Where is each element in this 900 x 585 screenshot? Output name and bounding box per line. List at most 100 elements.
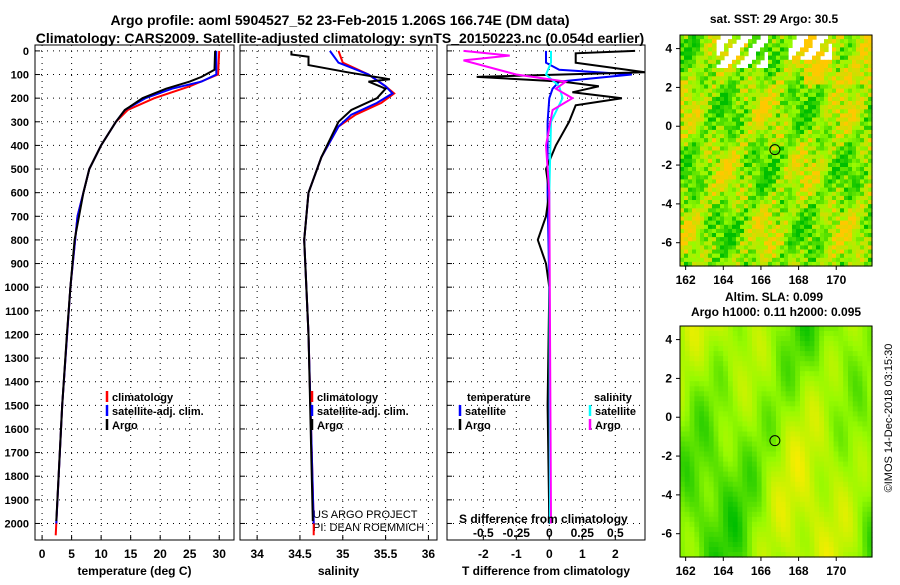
heatmap-cell (744, 179, 749, 185)
heatmap-cell (696, 204, 701, 209)
heatmap-cell (699, 361, 705, 367)
heatmap-cell (737, 481, 743, 488)
heatmap-cell (844, 200, 849, 205)
heatmap-cell (696, 179, 701, 185)
heatmap-cell (772, 175, 777, 180)
heatmap-cell (756, 134, 761, 139)
heatmap-cell (864, 162, 869, 168)
heatmap-cell (761, 381, 767, 387)
heatmap-cell (704, 516, 710, 523)
heatmap-cell (828, 204, 833, 209)
heatmap-cell (808, 233, 813, 238)
heatmap-cell (800, 491, 806, 498)
heatmap-cell (684, 68, 689, 73)
heatmap-cell (747, 547, 753, 553)
heatmap-cell (795, 326, 801, 332)
heatmap-cell (828, 336, 835, 342)
heatmap-cell (728, 175, 733, 180)
heatmap-cell (790, 526, 796, 533)
heatmap-cell (856, 171, 861, 176)
heatmap-cell (852, 212, 857, 218)
heatmap-cell (742, 521, 748, 528)
heatmap-cell (788, 179, 793, 185)
heatmap-cell (804, 109, 809, 114)
heatmap-cell (843, 526, 849, 533)
heatmap-cell (790, 441, 796, 448)
heatmap-cell (748, 191, 753, 197)
heatmap-cell (747, 506, 753, 513)
heatmap-cell (688, 113, 693, 119)
heatmap-cell (680, 204, 685, 209)
heatmap-cell (856, 125, 861, 131)
heatmap-cell (820, 249, 825, 255)
heatmap-cell (708, 171, 713, 176)
heatmap-cell (684, 146, 689, 152)
heatmap-cell (768, 154, 773, 160)
heatmap-cell (712, 253, 717, 259)
heatmap-cell (838, 476, 844, 483)
heatmap-cell (776, 326, 782, 332)
heatmap-cell (816, 257, 821, 263)
heatmap-cell (699, 411, 705, 417)
heatmap-cell (856, 96, 861, 102)
heatmap-cell (713, 486, 719, 493)
heatmap-cell (820, 146, 825, 152)
heatmap-cell (689, 351, 695, 357)
heatmap-cell (852, 396, 859, 402)
heatmap-cell (688, 101, 693, 106)
heatmap-cell (780, 526, 787, 533)
heatmap-cell (864, 138, 869, 143)
heatmap-cell (704, 191, 709, 197)
heatmap-cell (792, 187, 797, 193)
heatmap-cell (696, 51, 701, 57)
heatmap-cell (808, 241, 813, 246)
heatmap-cell (696, 84, 701, 90)
heatmap-cell (824, 80, 829, 86)
heatmap-cell (712, 228, 717, 234)
heatmap-cell (868, 195, 873, 201)
heatmap-cell (700, 105, 705, 110)
heatmap-cell (844, 68, 849, 73)
heatmap-cell (828, 376, 835, 382)
heatmap-cell (804, 461, 811, 468)
heatmap-cell (688, 138, 693, 143)
heatmap-cell (766, 356, 772, 362)
heatmap-cell (766, 386, 772, 392)
heatmap-cell (785, 376, 791, 382)
heatmap-cell (819, 491, 825, 498)
heatmap-cell (868, 261, 873, 267)
heatmap-cell (720, 92, 725, 98)
heatmap-cell (856, 92, 861, 98)
heatmap-cell (824, 541, 830, 548)
heatmap-cell (737, 426, 743, 432)
heatmap-cell (760, 228, 765, 234)
heatmap-cell (732, 228, 737, 234)
heatmap-cell (713, 336, 719, 342)
heatmap-cell (796, 96, 801, 102)
heatmap-cell (864, 150, 869, 156)
heatmap-cell (760, 204, 765, 209)
heatmap-cell (844, 195, 849, 201)
depth-tick-label: 1800 (5, 471, 29, 483)
heatmap-cell (732, 171, 737, 176)
heatmap-cell (736, 68, 741, 73)
heatmap-cell (720, 146, 725, 152)
heatmap-cell (800, 51, 805, 57)
heatmap-cell (752, 208, 757, 213)
heatmap-cell (808, 121, 813, 127)
heatmap-cell (808, 142, 813, 147)
heatmap-cell (784, 257, 789, 263)
heatmap-cell (868, 162, 873, 168)
heatmap-cell (804, 536, 811, 543)
heatmap-cell (718, 326, 724, 332)
heatmap-cell (832, 257, 837, 263)
heatmap-cell (732, 179, 737, 185)
heatmap-cell (862, 541, 868, 548)
heatmap-cell (848, 191, 853, 197)
heatmap-cell (824, 466, 830, 473)
heatmap-cell (732, 88, 737, 94)
heatmap-cell (724, 216, 729, 222)
heatmap-cell (790, 401, 796, 407)
heatmap-cell (844, 187, 849, 193)
heatmap-cell (848, 212, 853, 218)
